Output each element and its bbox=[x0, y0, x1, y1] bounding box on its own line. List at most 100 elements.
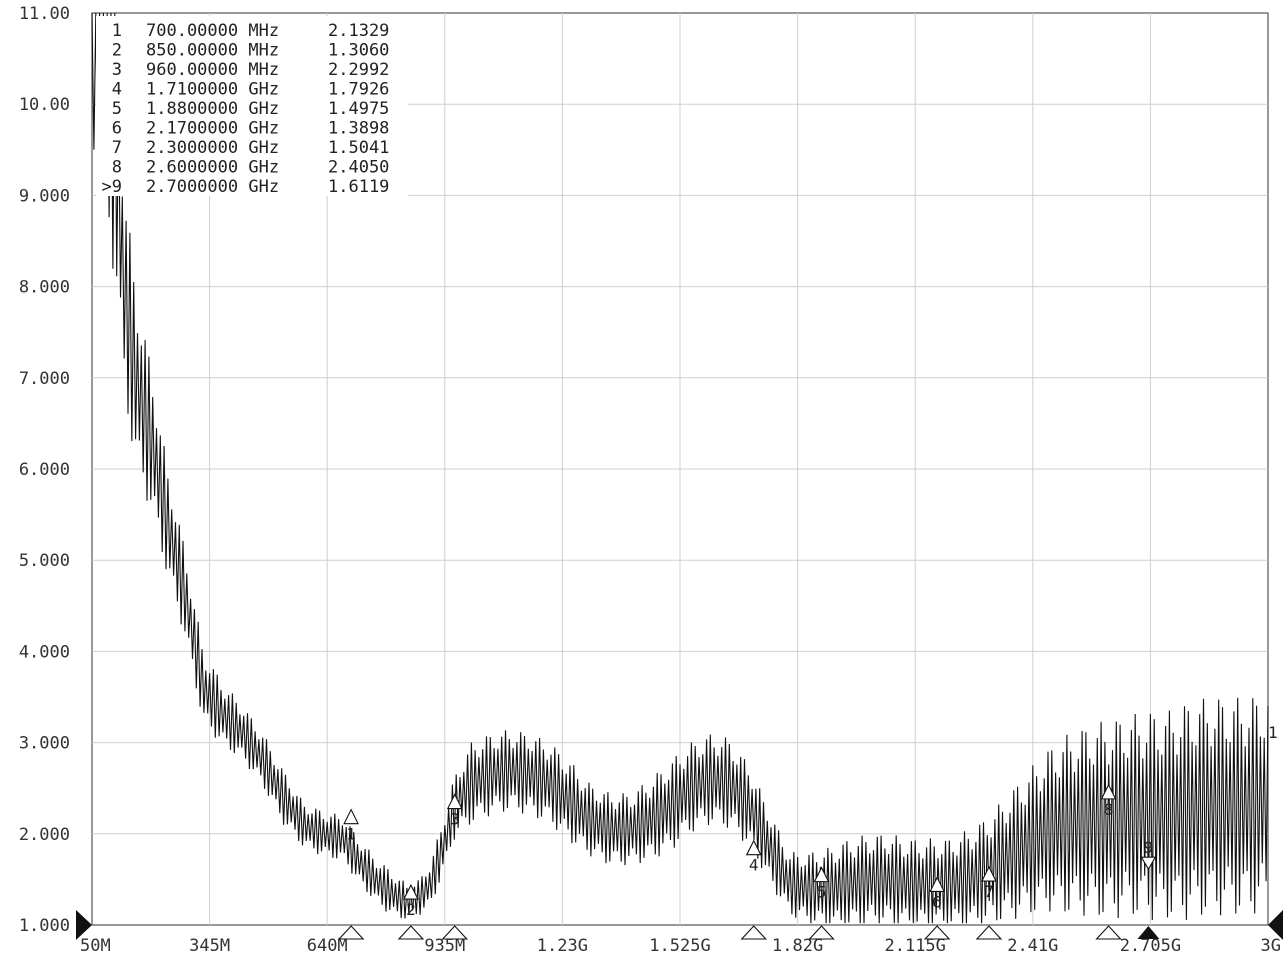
marker-table-id: 2 bbox=[112, 41, 122, 61]
marker-3-triangle bbox=[446, 793, 463, 810]
reference-left-arrow bbox=[76, 910, 92, 940]
x-tick-label: 1.82G bbox=[772, 936, 823, 956]
marker-axis-triangles bbox=[337, 925, 1160, 940]
marker-table-frequency: 2.7000000 GHz bbox=[146, 177, 279, 197]
y-tick-label: 3.000 bbox=[19, 734, 70, 754]
marker-5-axis-triangle bbox=[808, 925, 835, 940]
x-tick-label: 640M bbox=[307, 936, 348, 956]
marker-table-frequency: 2.1700000 GHz bbox=[146, 119, 279, 139]
marker-1-axis-triangle bbox=[337, 925, 365, 940]
marker-table-row: >9 2.7000000 GHz 1.6119 bbox=[102, 177, 390, 197]
trace-markers: 1 2 3 4 5 6 7 8 9 bbox=[343, 783, 1157, 919]
marker-9: 9 bbox=[1140, 838, 1157, 871]
x-tick-label: 2.115G bbox=[884, 936, 945, 956]
marker-table-id: 7 bbox=[112, 138, 122, 158]
marker-1-triangle bbox=[343, 808, 360, 825]
marker-table-row: 2 850.00000 MHz 1.3060 bbox=[112, 41, 390, 61]
reference-right-arrow bbox=[1268, 910, 1283, 940]
marker-table-value: 1.5041 bbox=[328, 138, 389, 158]
y-tick-label: 5.000 bbox=[19, 551, 70, 571]
marker-7-triangle bbox=[981, 865, 997, 882]
marker-table-id: 8 bbox=[112, 158, 122, 178]
reference-level-label: 1 bbox=[1268, 723, 1278, 742]
marker-table-frequency: 850.00000 MHz bbox=[146, 41, 279, 61]
y-tick-label: 9.000 bbox=[19, 186, 70, 206]
marker-9-label: 9 bbox=[1144, 838, 1154, 857]
marker-1-label: 1 bbox=[346, 825, 356, 844]
x-tick-label: 3G bbox=[1261, 936, 1281, 956]
marker-table-row: 1 700.00000 MHz 2.1329 bbox=[112, 21, 390, 41]
marker-table-frequency: 1.8800000 GHz bbox=[146, 99, 279, 119]
marker-table-frequency: 2.3000000 GHz bbox=[146, 138, 279, 158]
marker-4: 4 bbox=[745, 839, 762, 875]
marker-5: 5 bbox=[813, 866, 830, 902]
marker-table-value: 1.7926 bbox=[328, 80, 389, 100]
marker-table-value: 1.4975 bbox=[328, 99, 389, 119]
marker-2-axis-triangle bbox=[397, 925, 425, 940]
x-tick-label: 2.705G bbox=[1120, 936, 1181, 956]
marker-table-frequency: 2.6000000 GHz bbox=[146, 158, 279, 178]
marker-table-value: 1.3060 bbox=[328, 41, 389, 61]
marker-table-row: 5 1.8800000 GHz 1.4975 bbox=[112, 99, 390, 119]
marker-table-row: 8 2.6000000 GHz 2.4050 bbox=[112, 158, 390, 178]
y-tick-label: 8.000 bbox=[19, 278, 70, 298]
marker-6-axis-triangle bbox=[923, 925, 951, 940]
marker-table-value: 2.2992 bbox=[328, 60, 389, 80]
marker-2: 2 bbox=[403, 883, 419, 919]
x-tick-label: 2.41G bbox=[1007, 936, 1058, 956]
marker-4-triangle bbox=[745, 839, 762, 856]
marker-table-id: 6 bbox=[112, 119, 122, 139]
x-axis-ticks: 50M 345M 640M 935M 1.23G 1.525G 1.82G 2.115G 2.4… bbox=[80, 936, 1281, 956]
y-axis-ticks: 1.000 2.000 3.000 4.000 5.000 6.000 7.000 8.000… bbox=[19, 4, 70, 936]
x-tick-label: 50M bbox=[80, 936, 111, 956]
marker-8-triangle bbox=[1100, 783, 1117, 800]
marker-8-axis-triangle bbox=[1095, 925, 1122, 940]
y-tick-label: 7.000 bbox=[19, 369, 70, 389]
vswr-trace bbox=[91, 12, 1269, 924]
marker-7-label: 7 bbox=[984, 882, 994, 901]
marker-table-row: 7 2.3000000 GHz 1.5041 bbox=[112, 138, 390, 158]
y-tick-label: 1.000 bbox=[19, 916, 70, 936]
marker-table-frequency: 960.00000 MHz bbox=[146, 60, 279, 80]
x-tick-label: 1.525G bbox=[649, 936, 710, 956]
marker-5-label: 5 bbox=[817, 883, 827, 902]
marker-4-axis-triangle bbox=[740, 925, 768, 940]
marker-table-background bbox=[96, 16, 408, 196]
marker-table-id: 5 bbox=[112, 99, 122, 119]
marker-7-axis-triangle bbox=[975, 925, 1003, 940]
marker-table-id: 3 bbox=[112, 60, 122, 80]
y-tick-label: 11.00 bbox=[19, 4, 70, 24]
marker-4-label: 4 bbox=[749, 856, 759, 875]
marker-9-axis-triangle bbox=[1137, 926, 1160, 939]
x-tick-label: 935M bbox=[424, 936, 465, 956]
marker-table-row: 4 1.7100000 GHz 1.7926 bbox=[112, 80, 390, 100]
marker-readout-table: 1 700.00000 MHz 2.1329 2 850.00000 MHz 1.3060… bbox=[96, 16, 408, 197]
y-tick-label: 6.000 bbox=[19, 460, 70, 480]
marker-6: 6 bbox=[929, 876, 946, 911]
y-tick-label: 2.000 bbox=[19, 825, 70, 845]
marker-3-label: 3 bbox=[450, 810, 460, 829]
marker-5-triangle bbox=[813, 866, 830, 883]
marker-table-value: 2.4050 bbox=[328, 158, 389, 178]
y-tick-label: 4.000 bbox=[19, 642, 70, 662]
marker-8-label: 8 bbox=[1104, 800, 1114, 819]
marker-1: 1 bbox=[343, 808, 360, 844]
marker-table-row: 3 960.00000 MHz 2.2992 bbox=[112, 60, 390, 80]
marker-7: 7 bbox=[981, 865, 997, 901]
marker-table-value: 1.3898 bbox=[328, 119, 389, 139]
marker-6-triangle bbox=[929, 876, 946, 893]
marker-3-axis-triangle bbox=[441, 925, 469, 940]
marker-table-id: >9 bbox=[102, 177, 122, 197]
x-tick-label: 345M bbox=[189, 936, 230, 956]
y-tick-label: 10.00 bbox=[19, 95, 70, 115]
marker-2-label: 2 bbox=[406, 900, 416, 919]
marker-table-frequency: 700.00000 MHz bbox=[146, 21, 279, 41]
marker-table-id: 1 bbox=[112, 21, 122, 41]
marker-table-frequency: 1.7100000 GHz bbox=[146, 80, 279, 100]
marker-table-row: 6 2.1700000 GHz 1.3898 bbox=[112, 119, 390, 139]
marker-8: 8 bbox=[1100, 783, 1117, 819]
marker-3: 3 bbox=[446, 793, 463, 829]
marker-9-triangle bbox=[1140, 856, 1157, 871]
marker-table-id: 4 bbox=[112, 80, 122, 100]
